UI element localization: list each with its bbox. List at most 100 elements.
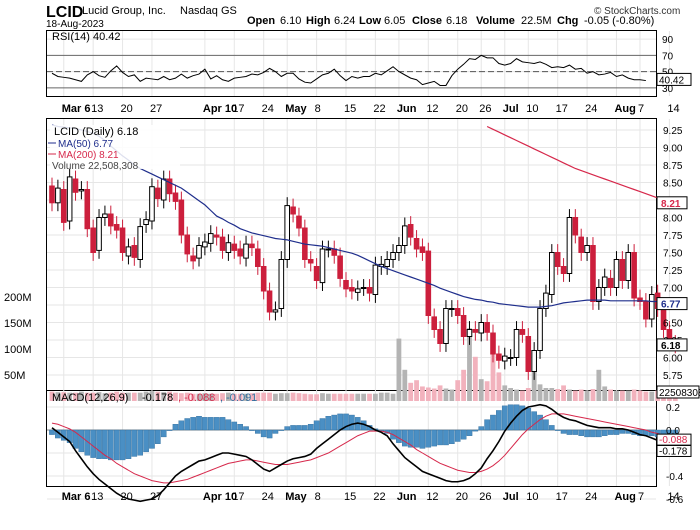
volume-bar	[555, 389, 561, 401]
x-tick-label: Jul	[503, 103, 519, 115]
volume-bar	[67, 392, 73, 401]
x-tick-label: May	[285, 103, 307, 115]
macd-histogram-bar	[249, 429, 255, 431]
x-tick-label: 15	[344, 103, 356, 115]
volume-tag	[656, 385, 700, 399]
macd-histogram-bar	[537, 414, 543, 431]
price-tick-label: 6.50	[663, 319, 683, 330]
candle-body	[66, 176, 73, 222]
volume-bar	[167, 391, 172, 401]
macd-histogram-bar	[449, 429, 455, 445]
candle-body	[631, 252, 637, 299]
macd-histogram-bar	[431, 429, 438, 447]
macd-histogram-bar	[113, 429, 120, 461]
volume-bar	[296, 393, 302, 401]
ticker-symbol: LCID	[46, 4, 83, 21]
candle-body	[643, 301, 649, 320]
volume-tick-label: 200M	[4, 292, 32, 304]
macd-histogram-bar	[307, 424, 314, 431]
price-series	[49, 124, 679, 380]
volume-bar	[496, 372, 502, 401]
macd-histogram-bar	[207, 417, 214, 431]
volume-bar	[572, 390, 578, 401]
x-tick-label: 14	[667, 103, 679, 115]
x-tick-label: 8	[315, 103, 321, 115]
candle-body	[78, 189, 85, 192]
x-tick-label: 10	[526, 103, 538, 115]
volume-bar	[102, 393, 108, 401]
ma200-tag	[656, 196, 688, 210]
candle-body	[137, 226, 143, 261]
volume-bar	[314, 394, 319, 401]
macd-histogram-bar	[337, 413, 343, 431]
volume-bar	[61, 392, 67, 401]
candle-body	[366, 287, 373, 294]
volume-tick-label: 150M	[4, 318, 32, 330]
macd-histogram-bar	[601, 429, 608, 436]
candle-body	[443, 308, 449, 344]
volume-bar	[267, 392, 272, 401]
macd-histogram-bar	[590, 429, 596, 438]
macd-histogram-bar	[225, 419, 232, 431]
volume-bar	[608, 389, 613, 401]
macd-tag	[656, 444, 692, 457]
macd-histogram-bar	[466, 429, 473, 436]
candle-body	[537, 308, 543, 351]
candle-body	[619, 259, 626, 281]
macd-histogram-bar	[290, 425, 296, 431]
candle-body	[207, 233, 214, 244]
price-tick-label: 8.50	[663, 179, 683, 190]
x-tick-label: 12	[426, 491, 438, 503]
rsi-last-label: 40.42	[659, 75, 684, 86]
candle-body	[166, 178, 173, 195]
rsi-panel	[46, 30, 657, 97]
x-tick-label: 7	[638, 491, 644, 503]
candle-body	[237, 248, 243, 257]
candle-body	[260, 266, 267, 292]
candle-body	[313, 266, 320, 281]
x-tick-label: 24	[585, 103, 597, 115]
volume-bar	[567, 389, 572, 401]
high-value: 6.24	[334, 15, 355, 27]
candle-body	[119, 227, 126, 253]
macd-histogram-bar	[596, 429, 602, 438]
x-tick-label: 7	[638, 103, 644, 115]
macd-signal-line	[51, 413, 676, 484]
candle-body	[325, 248, 332, 251]
volume-bar	[584, 390, 590, 401]
macd-histogram-bar	[531, 411, 537, 431]
rsi-line	[51, 54, 646, 86]
volume-bar	[596, 369, 602, 401]
candle-body	[284, 205, 290, 261]
candle-body	[478, 322, 485, 334]
x-tick-label: Aug	[614, 103, 635, 115]
candle-body	[648, 294, 655, 320]
macd-hist-legend: , -0.091	[220, 392, 257, 404]
candle-body	[607, 277, 614, 288]
volume-bar	[320, 393, 325, 401]
candle-body	[384, 259, 390, 267]
volume-bar	[108, 392, 114, 401]
macd-histogram-bar	[402, 429, 408, 447]
candle-body	[108, 213, 114, 227]
low-value: 6.05	[384, 15, 405, 27]
macd-histogram-bar	[254, 429, 261, 434]
volume-bar	[349, 393, 355, 401]
candle-body	[131, 245, 138, 258]
volume-bar	[437, 385, 443, 401]
macd-histogram-bar	[613, 429, 620, 435]
x-tick-label: Mar 6	[62, 103, 91, 115]
volume-bar	[196, 393, 202, 401]
volume-bar	[55, 392, 61, 401]
macd-histogram-bar	[578, 429, 584, 436]
volume-bar	[590, 389, 596, 401]
macd-histogram-bar	[260, 429, 267, 438]
volume-bar	[178, 393, 184, 401]
volume-bar	[308, 394, 314, 401]
candle-body	[60, 189, 67, 223]
candle-body	[202, 241, 208, 248]
macd-tick-label: 0.0	[666, 426, 680, 437]
macd-histogram-bar	[313, 420, 320, 431]
